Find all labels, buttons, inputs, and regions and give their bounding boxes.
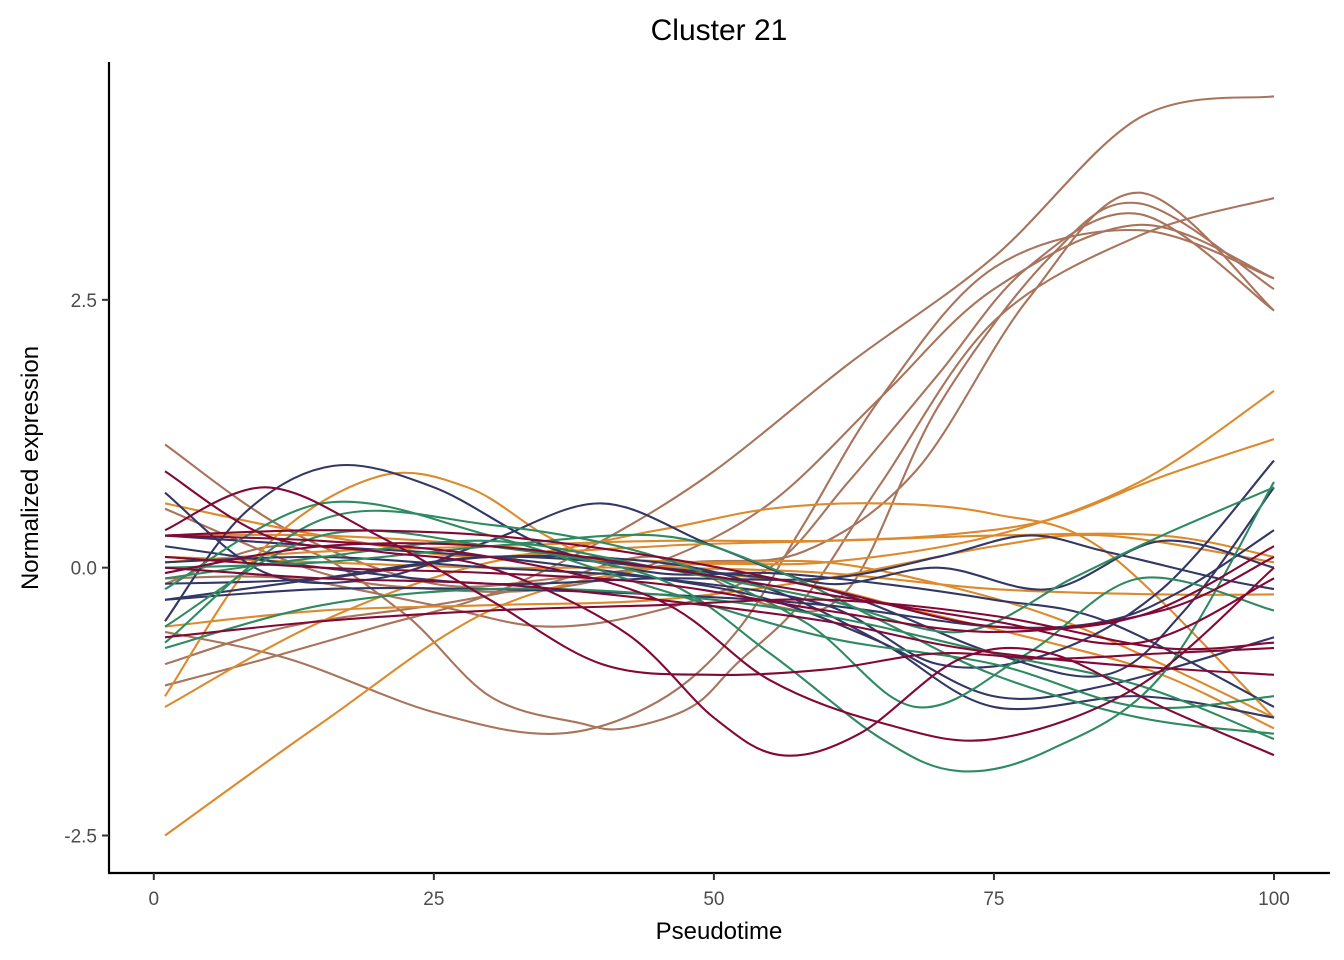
- x-tick-label: 25: [423, 889, 444, 910]
- series-line-green-4: [164, 486, 1275, 634]
- series-line-orange-2: [164, 438, 1275, 708]
- series-line-orange-5: [164, 533, 1275, 628]
- series-line-navy-1: [164, 463, 1275, 708]
- series-group: [164, 95, 1275, 837]
- x-tick-label: 100: [1258, 889, 1290, 910]
- series-line-crimson-7: [164, 542, 1275, 646]
- x-axis-title: Pseudotime: [656, 918, 783, 945]
- series-line-navy-4: [164, 529, 1275, 629]
- series-line-crimson-2: [164, 486, 1275, 677]
- y-tick-label: 2.5: [71, 291, 97, 312]
- series-line-brown-6: [164, 95, 1275, 687]
- x-tick-label: 50: [703, 889, 724, 910]
- series-line-brown-2: [164, 201, 1275, 666]
- y-axis-ticks: -2.5 0.0 2.5: [64, 291, 109, 848]
- series-line-navy-3: [164, 534, 1275, 591]
- series-line-green-6: [164, 533, 1275, 735]
- x-axis-ticks: 0 25 50 75 100: [149, 873, 1290, 910]
- series-line-green-3: [164, 500, 1275, 710]
- series-line-orange-1: [164, 390, 1275, 837]
- series-line-green-5: [164, 587, 1275, 741]
- series-line-orange-6: [164, 532, 1275, 564]
- y-tick-label: -2.5: [64, 827, 97, 848]
- series-line-crimson-8: [164, 555, 1275, 633]
- chart-title: Cluster 21: [651, 14, 788, 47]
- series-line-crimson-4: [164, 598, 1275, 651]
- series-line-brown-3: [164, 223, 1275, 593]
- series-line-crimson-5: [164, 566, 1275, 676]
- series-line-brown-7: [164, 197, 1275, 731]
- series-line-brown-1: [164, 191, 1275, 588]
- x-tick-label: 0: [149, 889, 160, 910]
- y-axis-title: Normalized expression: [17, 346, 44, 590]
- y-tick-label: 0.0: [71, 559, 97, 580]
- x-tick-label: 75: [983, 889, 1004, 910]
